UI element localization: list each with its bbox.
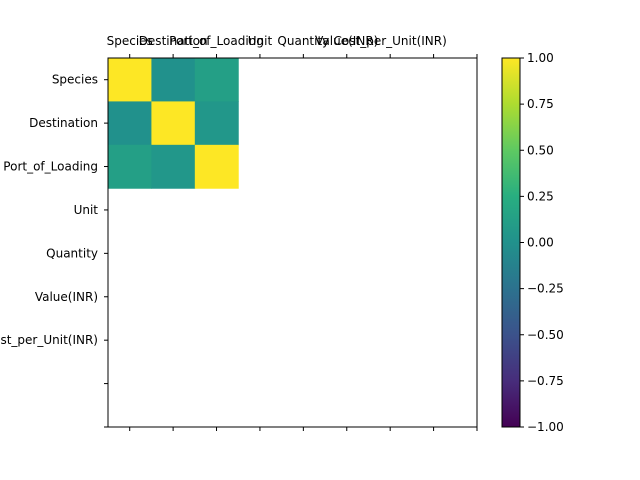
y-axis-ticks: Species Destination Port_of_Loading Unit Qua… [0, 73, 108, 428]
x-tick-label: Destination [139, 34, 208, 48]
colorbar-tick-label: 0.25 [527, 189, 554, 203]
heatmap-cell [194, 58, 239, 102]
x-tick-label: Cost_per_Unit(INR) [334, 34, 447, 48]
heatmap-cell [151, 101, 196, 146]
y-tick-label: Quantity [46, 246, 98, 260]
y-tick-label: Unit [74, 203, 99, 217]
heatmap-cell [108, 144, 152, 189]
heatmap-cell [151, 144, 196, 189]
colorbar [501, 57, 521, 428]
colorbar-tick-label: −1.00 [527, 420, 564, 434]
heatmap-cell [108, 58, 152, 102]
x-tick-label: Unit [248, 34, 273, 48]
heatmap-cells [108, 58, 239, 189]
heatmap-cell [108, 101, 152, 146]
y-tick-label: Port_of_Loading [3, 160, 98, 174]
x-tick-label: Value(INR) [315, 34, 378, 48]
y-tick-label: Species [52, 73, 98, 87]
colorbar-tick-label: −0.50 [527, 328, 564, 342]
heatmap-cell [151, 58, 196, 102]
colorbar-tick-label: −0.25 [527, 282, 564, 296]
colorbar-tick-label: 0.00 [527, 236, 554, 250]
x-tick-label: Quantity [277, 34, 329, 48]
heatmap-cell [194, 101, 239, 146]
colorbar-tick-label: 1.00 [527, 51, 554, 65]
y-tick-label: Value(INR) [35, 290, 98, 304]
colorbar-tick-label: 0.75 [527, 97, 554, 111]
axes-frame [107, 57, 478, 428]
colorbar-tick-label: 0.50 [527, 143, 554, 157]
colorbar-ticks: 1.00 0.75 0.50 0.25 0.00 −0.25 −0.50 −0.75 −1.00 [520, 51, 564, 434]
y-tick-label: Destination [29, 116, 98, 130]
heatmap-cell [194, 144, 239, 189]
x-tick-label: Port_of_Loading [169, 34, 264, 48]
x-tick-label: Species [107, 34, 153, 48]
colorbar-tick-label: −0.75 [527, 374, 564, 388]
y-tick-label: Cost_per_Unit(INR) [0, 333, 98, 347]
